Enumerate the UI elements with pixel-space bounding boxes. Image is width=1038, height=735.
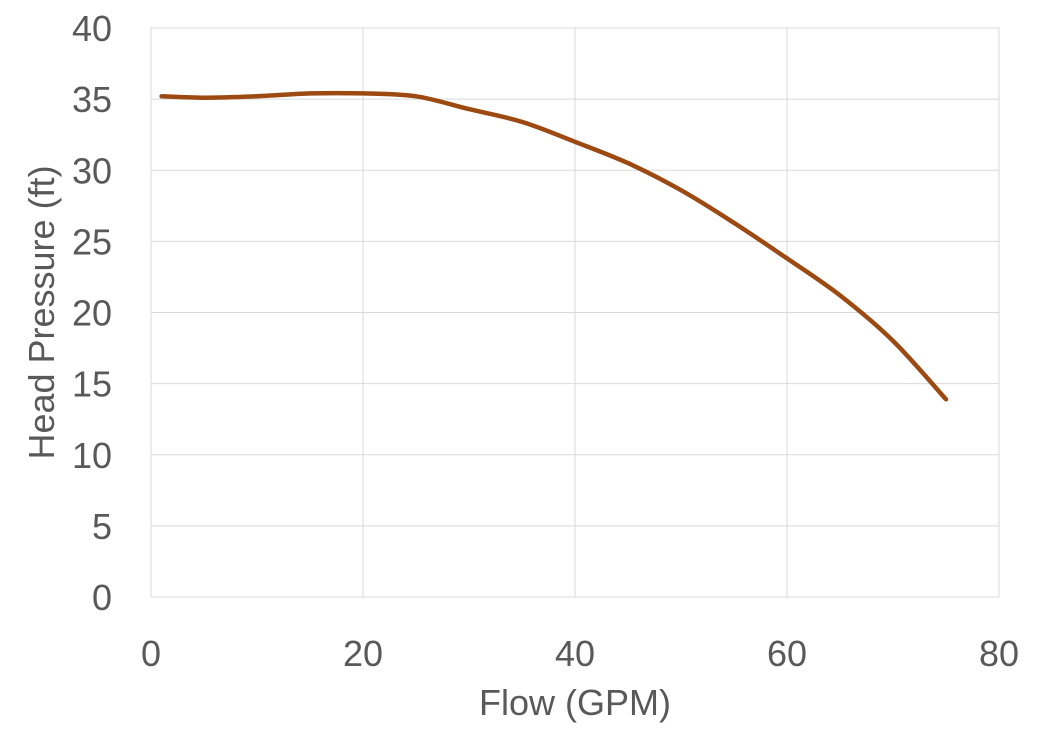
y-tick-label: 40 — [72, 8, 112, 49]
x-tick-label: 0 — [141, 633, 161, 674]
grid — [150, 27, 1000, 598]
y-tick-label: 35 — [72, 79, 112, 120]
x-tick-label: 40 — [555, 633, 595, 674]
y-tick-label: 30 — [72, 150, 112, 191]
y-axis-tick-labels: 0 5 10 15 20 25 30 35 40 — [72, 8, 112, 618]
plot-area — [150, 27, 1000, 598]
y-tick-label: 15 — [72, 364, 112, 405]
y-tick-label: 10 — [72, 435, 112, 476]
x-axis-tick-labels: 0 20 40 60 80 — [141, 633, 1019, 674]
y-tick-label: 0 — [92, 577, 112, 618]
x-tick-label: 20 — [343, 633, 383, 674]
y-tick-label: 25 — [72, 221, 112, 262]
x-tick-label: 80 — [979, 633, 1019, 674]
x-tick-label: 60 — [767, 633, 807, 674]
series-layer — [159, 90, 949, 402]
x-axis-title: Flow (GPM) — [479, 682, 671, 723]
y-axis-title: Head Pressure (ft) — [21, 165, 62, 459]
series-line — [159, 90, 949, 402]
y-tick-label: 20 — [72, 293, 112, 334]
y-tick-label: 5 — [92, 506, 112, 547]
